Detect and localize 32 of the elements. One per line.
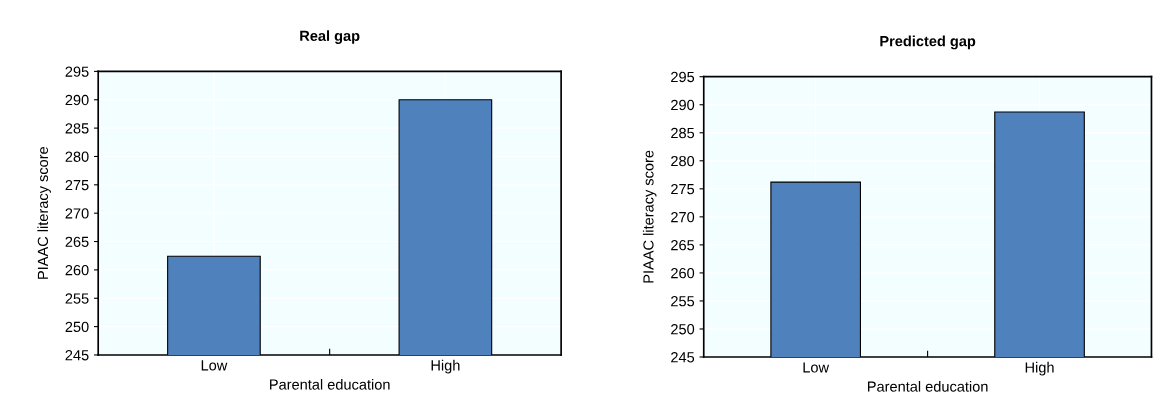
y-tick-label: 280	[65, 151, 89, 162]
y-tick-label: 285	[671, 127, 695, 139]
y-tick-label: 250	[671, 324, 695, 335]
y-tick-label: 250	[65, 321, 89, 333]
y-tick-label: 290	[65, 94, 89, 106]
y-tick-label: 270	[65, 208, 89, 219]
y-tick-label: 290	[671, 99, 695, 111]
y-tick-label: 265	[65, 236, 89, 247]
y-tick-label: 255	[671, 296, 695, 307]
y-tick-label: 275	[671, 183, 695, 195]
y-axis-title: PIAAC literacy score	[37, 146, 51, 279]
y-tick-label: 245	[671, 352, 695, 363]
y-tick-label: 295	[671, 71, 695, 83]
y-tick-label: 265	[671, 239, 695, 251]
y-tick-label: 280	[671, 155, 695, 167]
x-tick-label: Low	[803, 362, 830, 373]
chart-title: Real gap	[300, 30, 360, 44]
y-tick-label: 260	[65, 264, 89, 276]
y-axis-title: PIAAC literacy score	[642, 150, 657, 283]
y-tick-label: 260	[671, 268, 695, 279]
y-tick-label: 255	[65, 293, 89, 304]
y-tick-label: 285	[65, 123, 89, 134]
x-tick-label: Low	[201, 360, 228, 371]
x-tick-label: High	[431, 359, 460, 374]
y-tick-label: 270	[671, 211, 695, 223]
y-tick-label: 295	[65, 66, 89, 77]
chart-title: Predicted gap	[880, 35, 976, 50]
y-tick-label: 245	[65, 350, 89, 361]
x-tick-label: High	[1025, 361, 1054, 376]
x-axis-title: Parental education	[270, 378, 390, 390]
x-axis-title: Parental education	[867, 381, 988, 392]
y-tick-label: 275	[65, 179, 89, 191]
